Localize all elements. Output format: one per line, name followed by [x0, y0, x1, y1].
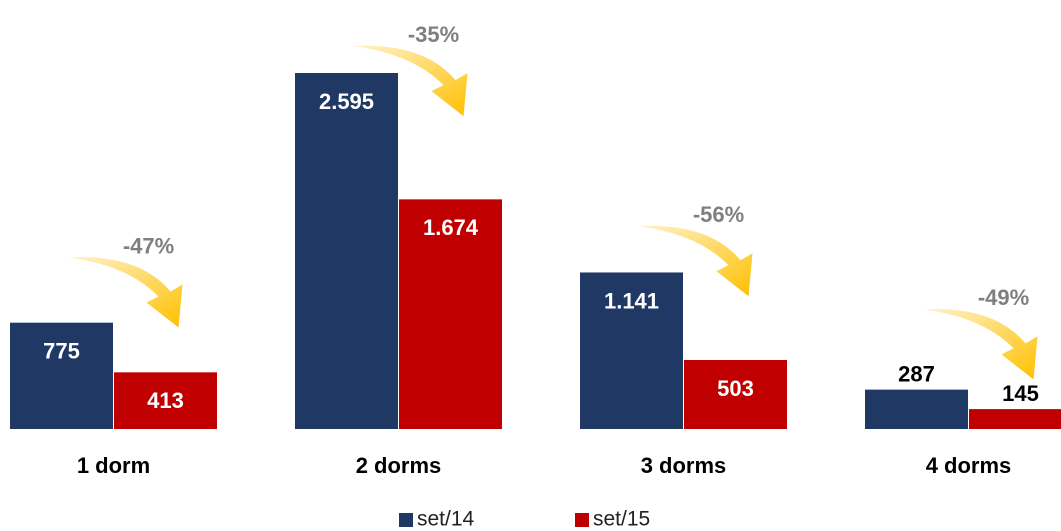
bar [114, 372, 217, 429]
change-label: -49% [978, 285, 1029, 310]
data-label: 775 [43, 338, 80, 363]
bar [684, 359, 787, 429]
bar [10, 322, 113, 429]
x-tick-label: 3 dorms [641, 453, 727, 478]
change-arrow [353, 45, 468, 117]
legend-label: set/14 [417, 508, 475, 531]
x-tick-label: 4 dorms [926, 453, 1012, 478]
x-tick-label: 2 dorms [356, 453, 442, 478]
bar [399, 199, 502, 429]
change-label: -35% [408, 22, 459, 47]
change-arrow [68, 257, 183, 328]
change-arrow [923, 308, 1038, 380]
data-label: 413 [147, 388, 184, 413]
data-label: 503 [717, 376, 754, 401]
x-tick-label: 1 dorm [77, 453, 150, 478]
bar [580, 272, 683, 429]
data-label: 2.595 [319, 89, 374, 114]
data-label: 1.141 [604, 288, 659, 313]
change-label: -56% [693, 202, 744, 227]
legend-label: set/15 [593, 508, 650, 531]
bar [295, 73, 398, 429]
data-label: 287 [898, 361, 935, 386]
legend-swatch [575, 513, 589, 527]
data-label: 1.674 [423, 215, 479, 240]
change-label: -47% [123, 233, 174, 258]
legend-swatch [399, 513, 413, 527]
data-label: 145 [1002, 381, 1039, 406]
change-arrow [638, 225, 753, 297]
bar [865, 389, 968, 429]
bar [969, 409, 1061, 429]
